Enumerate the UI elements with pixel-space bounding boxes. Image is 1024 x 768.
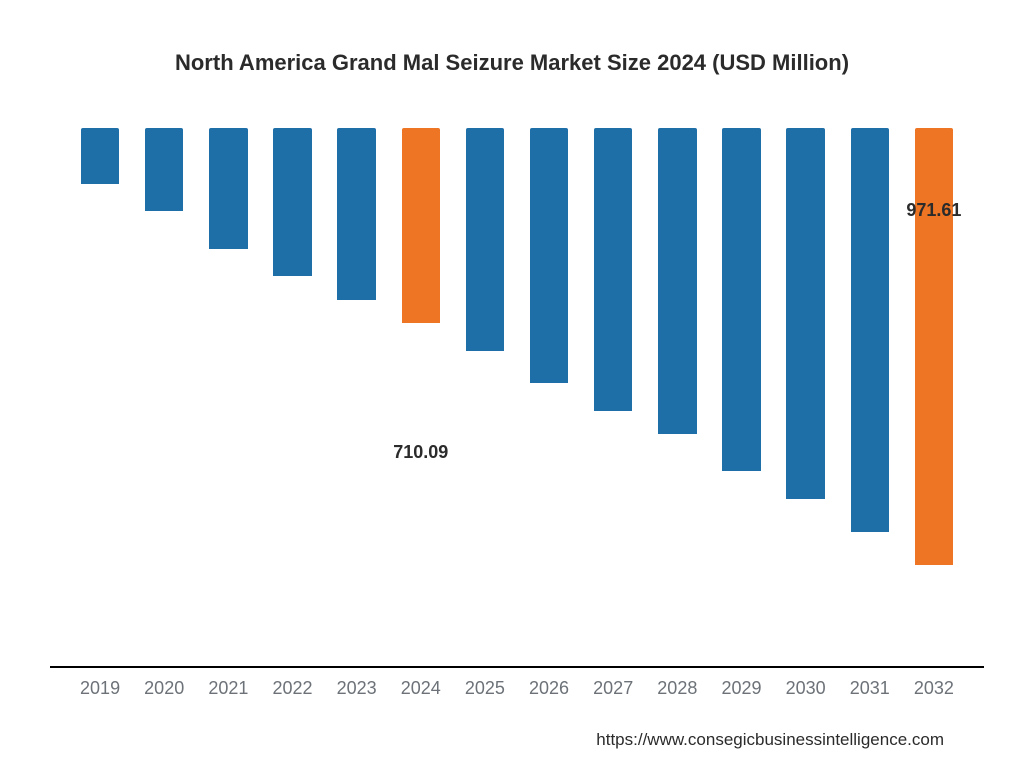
bar-slot: 2019 [68,128,132,666]
bar-slot: 2022 [260,128,324,666]
x-axis-label: 2027 [593,678,633,699]
bar-slot: 710.092024 [389,128,453,666]
bar-slot: 2020 [132,128,196,666]
bar [530,128,568,383]
bar [851,128,889,532]
x-axis-label: 2023 [337,678,377,699]
bar [209,128,247,249]
bar [81,128,119,184]
bar-slot: 2029 [709,128,773,666]
x-axis-line [50,666,984,668]
x-axis-label: 2030 [786,678,826,699]
bar-highlight [402,128,440,323]
chart-title: North America Grand Mal Seizure Market S… [0,50,1024,76]
bar-value-label: 971.61 [906,200,961,221]
x-axis-label: 2031 [850,678,890,699]
bar-slot: 2021 [196,128,260,666]
bar-slot: 2027 [581,128,645,666]
bar [145,128,183,211]
bar [337,128,375,300]
bar-slot: 2031 [838,128,902,666]
x-axis-label: 2028 [657,678,697,699]
x-axis-label: 2024 [401,678,441,699]
x-axis-label: 2032 [914,678,954,699]
x-axis-label: 2021 [208,678,248,699]
bar [594,128,632,411]
x-axis-label: 2026 [529,678,569,699]
bar [786,128,824,499]
x-axis-label: 2019 [80,678,120,699]
bar [658,128,696,434]
bar-slot: 2030 [774,128,838,666]
chart-container: North America Grand Mal Seizure Market S… [0,0,1024,768]
bar-slot: 2028 [645,128,709,666]
x-axis-label: 2020 [144,678,184,699]
x-axis-label: 2029 [721,678,761,699]
bar [273,128,311,276]
bar-slot: 2026 [517,128,581,666]
footer-source-url: https://www.consegicbusinessintelligence… [596,730,944,750]
bar [466,128,504,351]
bar [722,128,760,471]
x-axis-label: 2022 [272,678,312,699]
bar-slot: 2023 [325,128,389,666]
bar-value-label: 710.09 [393,442,448,463]
bars-row: 20192020202120222023710.0920242025202620… [50,128,984,666]
bar-highlight [915,128,953,565]
plot-area: 20192020202120222023710.0920242025202620… [50,130,984,668]
bar-slot: 2025 [453,128,517,666]
bar-slot: 971.612032 [902,128,966,666]
x-axis-label: 2025 [465,678,505,699]
